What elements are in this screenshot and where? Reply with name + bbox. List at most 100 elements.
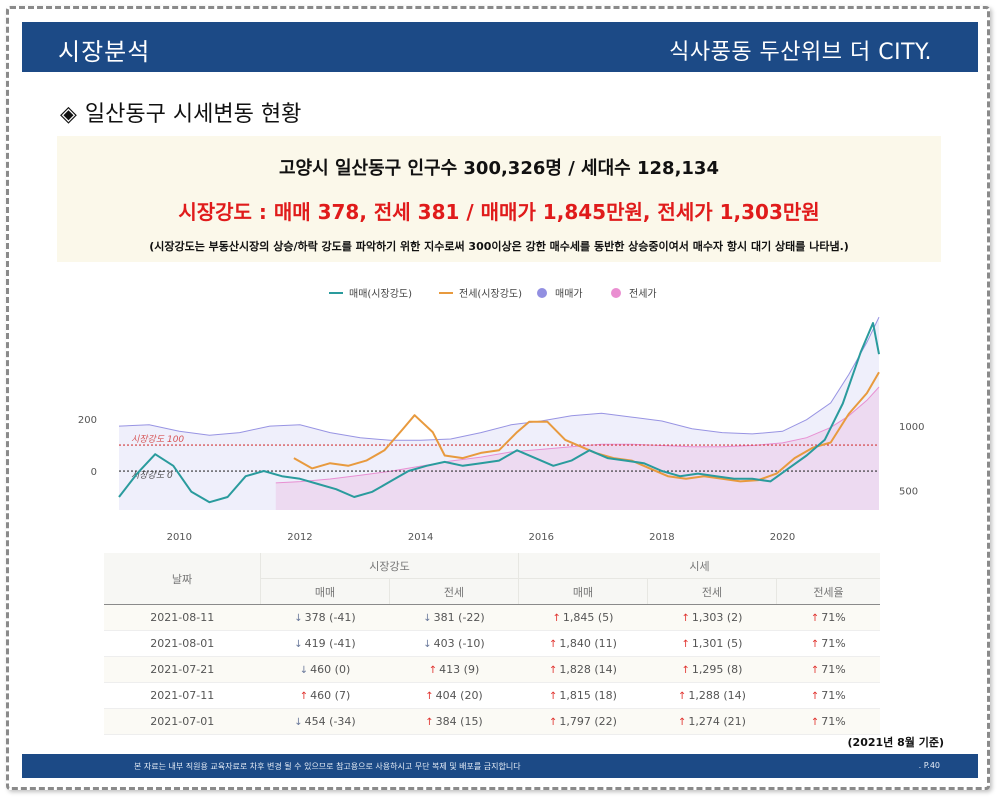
row-cell-value: 1,301 (5) — [691, 637, 743, 650]
row-cell: ↓ 460 (0) — [260, 656, 390, 683]
section-title: ◈ 일산동구 시세변동 현황 — [60, 96, 301, 128]
section-title-text: 일산동구 시세변동 현황 — [84, 102, 302, 127]
summary-box: 고양시 일산동구 인구수 300,326명 / 세대수 128,134 시장강도… — [57, 136, 941, 262]
arrow-up-icon: ↑ — [552, 613, 561, 624]
market-strength-line: 시장강도 : 매매 378, 전세 381 / 매매가 1,845만원, 전세가… — [178, 200, 820, 224]
arrow-up-icon: ↑ — [549, 639, 558, 650]
row-cell: ↑ 71% — [776, 682, 880, 709]
arrow-up-icon: ↑ — [678, 691, 687, 702]
row-cell: ↑ 1,845 (5) — [518, 604, 648, 631]
row-cell: ↑ 71% — [776, 656, 880, 683]
row-cell-value: 454 (-34) — [304, 715, 356, 728]
row-cell: ↑ 1,840 (11) — [518, 630, 648, 657]
row-cell: ↑ 1,828 (14) — [518, 656, 648, 683]
row-cell-value: 378 (-41) — [304, 611, 356, 624]
x-tick-label: 2012 — [287, 532, 312, 543]
arrow-up-icon: ↑ — [549, 665, 558, 676]
legend-label: 전세가 — [629, 288, 657, 300]
price-trend-chart: 매매(시장강도) 전세(시장강도) 매매가 전세가 2010 2012 2014 2016 2… — [78, 288, 924, 543]
arrow-up-icon: ↑ — [428, 665, 438, 676]
table-row: 2021-07-01 ↓ 454 (-34) ↑ 384 (15) ↑ 1,797 (22)… — [104, 708, 880, 735]
row-cell-value: 1,845 (5) — [562, 611, 614, 624]
header-title: 시장분석 — [58, 38, 151, 66]
arrow-up-icon: ↑ — [425, 691, 434, 702]
reference-line-label: 시장강도 0 — [131, 470, 173, 481]
reference-line-label: 시장강도 100 — [131, 434, 184, 445]
reference-date-note: (2021년 8월 기준) — [847, 736, 944, 749]
arrow-down-icon: ↓ — [423, 613, 432, 624]
arrow-up-icon: ↑ — [810, 717, 820, 728]
col-strength-sale: 매매 — [260, 578, 390, 605]
legend-label: 매매가 — [555, 288, 583, 300]
strength-explanation: (시장강도는 부동산시장의 상승/하락 강도를 파악하기 위한 지수로써 300… — [149, 240, 849, 253]
population-line: 고양시 일산동구 인구수 300,326명 / 세대수 128,134 — [279, 158, 719, 179]
row-cell: ↓ 378 (-41) — [260, 604, 390, 631]
row-cell: ↑ 1,303 (2) — [647, 604, 777, 631]
row-cell-value: 1,797 (22) — [559, 715, 617, 728]
x-tick-label: 2014 — [408, 532, 433, 543]
footer-bar: 본 자료는 내부 직원용 교육자료로 차후 변경 될 수 있으므로 참고용으로 … — [22, 754, 978, 778]
jeonse-price-line — [275, 386, 880, 484]
legend-label: 전세(시장강도) — [459, 288, 522, 300]
col-price-sale: 매매 — [518, 578, 648, 605]
row-cell-value: 460 (7) — [310, 689, 351, 702]
arrow-down-icon: ↓ — [294, 613, 303, 624]
arrow-down-icon: ↓ — [294, 639, 303, 650]
row-cell: ↑ 71% — [776, 630, 880, 657]
legend-dot-marker — [537, 288, 547, 298]
sale-price-line — [118, 316, 880, 441]
price-area-fill — [119, 317, 879, 510]
arrow-up-icon: ↑ — [299, 691, 309, 702]
row-cell-value: 71% — [821, 715, 846, 728]
row-cell-value: 404 (20) — [435, 689, 483, 702]
row-cell-value: 1,295 (8) — [691, 663, 743, 676]
row-cell: ↓ 419 (-41) — [260, 630, 390, 657]
row-cell: ↑ 1,797 (22) — [518, 708, 648, 735]
x-tick-label: 2010 — [167, 532, 192, 543]
table-row: 2021-07-11 ↑ 460 (7) ↑ 404 (20) ↑ 1,815 (18) ↑ 1… — [104, 682, 880, 709]
arrow-down-icon: ↓ — [423, 639, 432, 650]
row-cell: ↓ 403 (-10) — [389, 630, 519, 657]
arrow-down-icon: ↓ — [299, 665, 309, 676]
arrow-down-icon: ↓ — [294, 717, 303, 728]
diamond-bullet-icon: ◈ — [60, 102, 77, 127]
col-date-header: 날짜 — [104, 553, 261, 605]
arrow-up-icon: ↑ — [549, 717, 558, 728]
row-cell: ↓ 454 (-34) — [260, 708, 390, 735]
col-strength-jeonse: 전세 — [389, 578, 519, 605]
row-date: 2021-07-21 — [104, 656, 261, 683]
left-tick-label: 200 — [78, 415, 97, 426]
arrow-up-icon: ↑ — [810, 691, 820, 702]
legend-dot-marker — [611, 288, 621, 298]
row-cell: ↑ 71% — [776, 604, 880, 631]
row-cell: ↑ 71% — [776, 708, 880, 735]
row-cell-value: 71% — [821, 637, 846, 650]
row-cell-value: 384 (15) — [435, 715, 483, 728]
row-date: 2021-07-11 — [104, 682, 261, 709]
row-cell: ↑ 404 (20) — [389, 682, 519, 709]
row-date: 2021-07-01 — [104, 708, 261, 735]
row-cell: ↓ 381 (-22) — [389, 604, 519, 631]
arrow-up-icon: ↑ — [549, 691, 558, 702]
right-tick-label: 500 — [899, 487, 918, 498]
chart-legend: 매매(시장강도) 전세(시장강도) 매매가 전세가 — [329, 288, 657, 300]
row-cell-value: 1,303 (2) — [691, 611, 743, 624]
row-cell-value: 413 (9) — [439, 663, 480, 676]
legend-label: 매매(시장강도) — [349, 288, 412, 300]
arrow-up-icon: ↑ — [681, 639, 690, 650]
col-group-price: 시세 — [518, 553, 880, 579]
arrow-up-icon: ↑ — [678, 717, 687, 728]
page-number: . P.40 — [918, 761, 940, 770]
market-table: 날짜 시장강도 시세 매매 전세 매매 전세 전세율 2021-08-11 ↓ 37… — [104, 553, 880, 735]
jeonse-strength-line — [293, 371, 880, 483]
row-date: 2021-08-01 — [104, 630, 261, 657]
col-jeonse-ratio: 전세율 — [776, 578, 880, 605]
footer-disclaimer: 본 자료는 내부 직원용 교육자료로 차후 변경 될 수 있으므로 참고용으로 … — [134, 762, 521, 771]
row-cell-value: 460 (0) — [310, 663, 351, 676]
sale-strength-line — [118, 322, 880, 504]
row-cell: ↑ 1,815 (18) — [518, 682, 648, 709]
row-cell-value: 381 (-22) — [433, 611, 485, 624]
row-cell: ↑ 384 (15) — [389, 708, 519, 735]
row-cell-value: 71% — [821, 689, 846, 702]
row-cell-value: 419 (-41) — [304, 637, 356, 650]
